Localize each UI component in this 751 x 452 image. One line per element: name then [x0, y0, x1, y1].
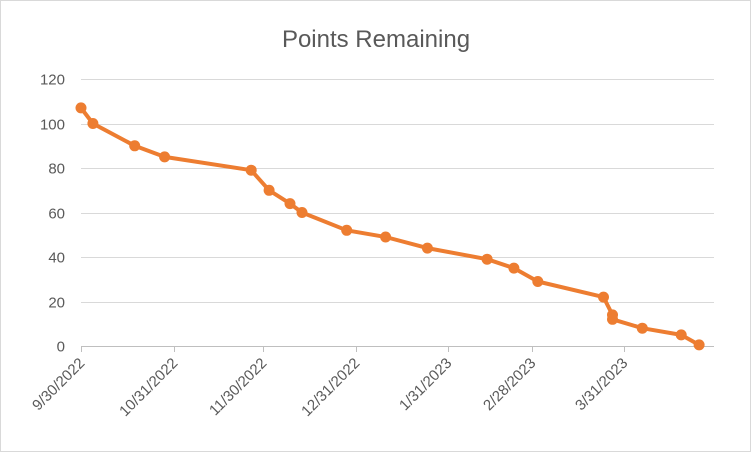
data-point: [598, 291, 609, 303]
x-tick-label: 12/31/2022: [298, 355, 363, 420]
x-tick-label: 9/30/2022: [29, 355, 88, 414]
data-point: [636, 322, 648, 334]
data-point: [675, 329, 687, 341]
x-tick-label: 3/31/2023: [572, 355, 631, 414]
y-tick-label: 20: [48, 295, 65, 312]
x-tick-label: 11/30/2022: [206, 355, 270, 419]
data-point: [75, 102, 87, 114]
data-point: [245, 164, 257, 176]
data-point: [263, 184, 275, 196]
data-point: [421, 242, 433, 254]
data-point: [159, 151, 171, 163]
chart-title: Points Remaining: [282, 26, 470, 53]
data-point: [481, 253, 493, 265]
y-tick-label: 60: [48, 206, 65, 223]
data-point: [87, 118, 99, 129]
x-tick-label: 10/31/2022: [116, 355, 181, 420]
data-point: [380, 231, 392, 243]
data-point: [296, 207, 308, 218]
data-point: [693, 339, 705, 351]
data-point: [341, 224, 353, 236]
x-tick-label: 1/31/2023: [396, 355, 455, 414]
y-tick-label: 80: [48, 161, 65, 178]
data-point: [607, 313, 618, 325]
y-tick-label: 120: [40, 72, 65, 89]
data-point: [284, 198, 296, 210]
y-tick-label: 100: [40, 117, 65, 134]
y-tick-label: 40: [48, 250, 65, 267]
y-tick-label: 0: [57, 339, 65, 356]
data-point: [129, 140, 141, 152]
data-point: [532, 276, 544, 287]
series-line: [79, 105, 702, 347]
x-tick-label: 2/28/2023: [480, 355, 539, 414]
data-point: [508, 262, 520, 274]
